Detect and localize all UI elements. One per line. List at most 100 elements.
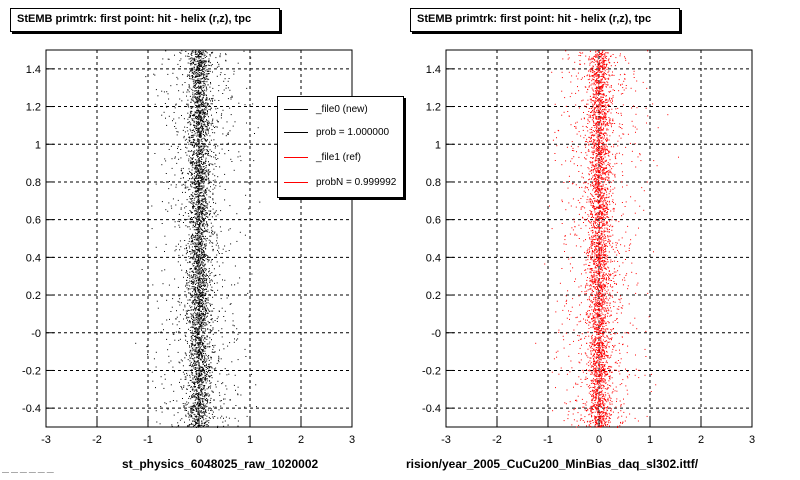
data-point — [194, 274, 196, 276]
data-point — [191, 397, 193, 398]
data-point — [182, 215, 184, 216]
data-point — [194, 406, 196, 408]
data-point — [192, 423, 194, 425]
data-point — [195, 72, 197, 74]
data-point — [544, 263, 546, 265]
data-point — [192, 322, 194, 324]
data-point — [191, 217, 193, 218]
data-point — [180, 149, 182, 150]
data-point — [184, 218, 186, 220]
data-point — [198, 232, 200, 234]
data-point — [601, 375, 603, 377]
data-point — [206, 75, 207, 77]
data-point — [180, 170, 182, 172]
data-point — [188, 402, 190, 404]
data-point — [199, 127, 201, 129]
data-point — [155, 246, 157, 248]
data-point — [195, 379, 196, 381]
data-point — [602, 117, 604, 119]
data-point — [212, 118, 214, 120]
data-point — [202, 350, 204, 351]
data-point — [205, 279, 207, 281]
data-point — [194, 142, 196, 144]
data-point — [192, 212, 193, 214]
data-point — [168, 58, 170, 60]
data-point — [190, 352, 192, 354]
data-point — [198, 206, 200, 208]
data-point — [166, 338, 168, 340]
data-point — [227, 345, 229, 347]
data-point — [196, 246, 198, 247]
data-point — [598, 128, 600, 130]
data-point — [208, 120, 210, 122]
data-point — [197, 60, 199, 62]
data-point — [599, 122, 601, 124]
data-point — [217, 145, 219, 147]
data-point — [212, 125, 214, 127]
data-point — [195, 220, 197, 222]
data-point — [190, 316, 192, 318]
data-point — [243, 50, 245, 52]
data-point — [195, 107, 197, 108]
data-point — [198, 348, 200, 350]
data-point — [193, 222, 195, 224]
data-point — [199, 176, 201, 178]
data-point — [202, 121, 203, 123]
data-point — [591, 390, 593, 392]
data-point — [200, 393, 202, 395]
data-point — [203, 285, 204, 287]
data-point — [200, 403, 202, 405]
data-point — [219, 394, 221, 396]
data-point — [612, 301, 614, 303]
data-point — [218, 152, 220, 154]
data-point — [201, 156, 202, 158]
data-point — [209, 310, 211, 312]
data-point — [191, 200, 193, 202]
data-point — [194, 416, 196, 417]
data-point — [191, 353, 193, 355]
data-point — [203, 359, 205, 361]
data-point — [205, 309, 207, 311]
data-point — [199, 200, 201, 202]
data-point — [598, 61, 600, 63]
data-point — [205, 280, 207, 282]
data-point — [205, 312, 207, 314]
data-point — [584, 63, 586, 65]
data-point — [601, 245, 603, 247]
data-point — [200, 131, 202, 133]
data-point — [210, 90, 212, 92]
data-point — [198, 326, 200, 328]
data-point — [199, 157, 201, 158]
data-point — [188, 328, 189, 330]
data-point — [208, 172, 210, 174]
data-point — [196, 161, 198, 163]
data-point — [203, 105, 205, 107]
data-point — [197, 116, 199, 118]
data-point — [196, 145, 198, 147]
data-point — [197, 351, 199, 353]
data-point — [208, 169, 210, 171]
data-point — [201, 257, 203, 259]
data-point — [214, 147, 216, 149]
data-point — [205, 258, 207, 260]
data-point — [215, 145, 216, 147]
data-point — [200, 120, 202, 122]
data-point — [228, 295, 229, 297]
data-point — [203, 118, 204, 120]
data-point — [195, 373, 197, 375]
data-point — [589, 313, 591, 315]
data-point — [196, 125, 198, 127]
data-point — [200, 211, 202, 213]
data-point — [207, 400, 208, 402]
data-point — [200, 281, 202, 283]
data-point — [176, 324, 178, 326]
data-point — [167, 73, 169, 75]
data-point — [606, 64, 607, 66]
data-point — [212, 345, 214, 347]
data-point — [196, 403, 198, 405]
data-point — [196, 102, 198, 104]
data-point — [234, 338, 235, 340]
data-point — [202, 314, 204, 316]
data-point — [200, 153, 202, 155]
data-point — [601, 227, 603, 229]
